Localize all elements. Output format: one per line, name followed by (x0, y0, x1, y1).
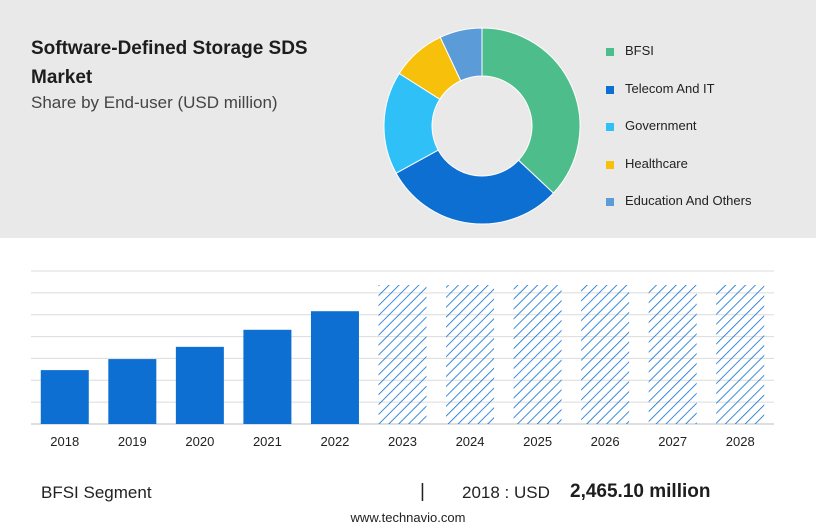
bar-2026-forecast (581, 284, 630, 424)
donut-chart (383, 27, 581, 225)
donut-slice-bfsi (481, 27, 581, 194)
legend-label-bfsi: BFSI (625, 43, 654, 58)
legend-item-education: Education And Others (606, 193, 751, 231)
x-tick-label: 2022 (320, 434, 349, 449)
legend-label-telecom: Telecom And IT (625, 80, 715, 96)
source-link[interactable]: www.technavio.com (350, 510, 466, 525)
bar-2019 (108, 359, 157, 424)
legend-label-government: Government (625, 118, 697, 133)
bar-2018 (40, 370, 89, 424)
footer-year: 2018 : USD (462, 483, 550, 502)
x-tick-label: 2026 (591, 434, 620, 449)
x-tick-label: 2020 (185, 434, 214, 449)
bar-2024-forecast (446, 284, 495, 424)
bar-chart: 2018 2019 2020 2021 2022 2023 2024 2025 2026 2027… (31, 270, 774, 449)
bar-2021 (243, 329, 292, 424)
x-tick-label: 2024 (456, 434, 485, 449)
legend-swatch-telecom (606, 85, 614, 94)
bar-2028-forecast (716, 284, 765, 424)
legend-item-telecom: Telecom And IT (606, 81, 751, 119)
x-tick-label: 2023 (388, 434, 417, 449)
x-tick-label: 2019 (118, 434, 147, 449)
donut-slice-education-and-others (439, 27, 483, 82)
bar-2020 (175, 346, 224, 424)
legend-label-education: Education And Others (625, 193, 752, 208)
legend-swatch-government (606, 123, 614, 131)
chart-title: Software-Defined Storage SDS Market (31, 38, 308, 88)
footer-divider: | (420, 481, 425, 502)
bar-2025-forecast (513, 284, 562, 424)
legend-item-bfsi: BFSI (606, 43, 751, 81)
legend: BFSI Telecom And IT Government Healthcar… (606, 43, 751, 231)
legend-swatch-bfsi (606, 48, 614, 56)
chart-subtitle: Share by End-user (USD million) (31, 93, 278, 112)
segment-label: BFSI Segment (41, 483, 152, 502)
bottom-panel: 2018 2019 2020 2021 2022 2023 2024 2025 2026 2027… (0, 238, 816, 528)
x-tick-label: 2025 (523, 434, 552, 449)
legend-item-government: Government (606, 118, 751, 156)
legend-swatch-education (606, 198, 614, 206)
donut-slice-telecom-and-it (395, 149, 555, 225)
bar-2022 (310, 311, 359, 424)
x-tick-label: 2018 (50, 434, 79, 449)
legend-item-healthcare: Healthcare (606, 156, 751, 194)
x-tick-label: 2028 (726, 434, 755, 449)
x-tick-label: 2021 (253, 434, 282, 449)
legend-label-healthcare: Healthcare (625, 155, 688, 171)
footer-value: 2,465.10 million (570, 481, 711, 502)
bar-2027-forecast (648, 284, 697, 424)
x-tick-label: 2027 (658, 434, 687, 449)
top-panel: Software-Defined Storage SDS Market Shar… (0, 0, 816, 238)
bar-2023-forecast (378, 284, 427, 424)
legend-swatch-healthcare (606, 160, 614, 169)
